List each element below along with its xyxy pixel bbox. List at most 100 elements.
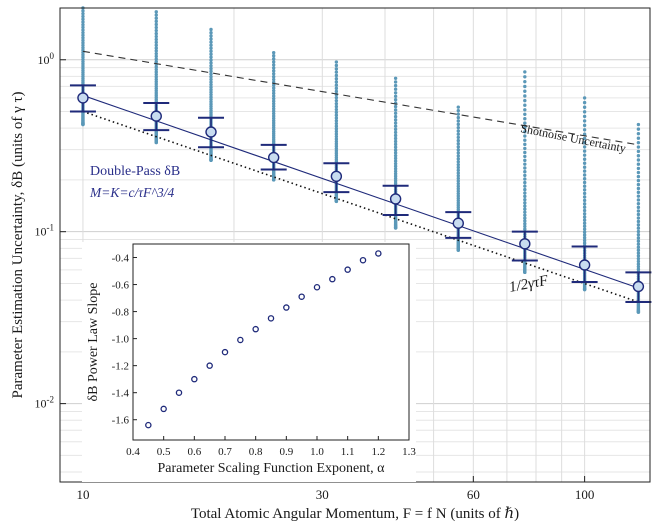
sample-dot [81, 36, 85, 40]
sample-dot [582, 188, 587, 192]
sample-dot [271, 66, 276, 70]
x-tick-label: 30 [316, 487, 329, 502]
sample-dot [523, 134, 527, 138]
sample-dot [523, 191, 527, 195]
inset-point [237, 336, 244, 344]
sample-dot [582, 165, 587, 169]
sample-dot [154, 22, 158, 27]
sample-dot [636, 131, 641, 136]
sample-dot [271, 116, 276, 121]
sample-dot [582, 233, 587, 237]
sample-dot [456, 145, 460, 149]
sample-dot [523, 112, 527, 116]
heisenberg-line [82, 110, 639, 303]
sample-dot [456, 154, 460, 158]
inset-point [191, 375, 198, 383]
sample-dot [271, 96, 276, 101]
sample-dot [334, 132, 339, 136]
sample-dot [582, 218, 587, 222]
inset-x-tick-label: 1.2 [371, 446, 385, 458]
inset-y-axis-label: δB Power Law Slope [86, 283, 101, 402]
sample-dot [523, 184, 527, 188]
sample-dot [523, 89, 527, 93]
sample-dot [154, 49, 158, 53]
sample-dot [334, 70, 339, 74]
inset-point [298, 293, 305, 300]
sample-dot [393, 159, 398, 163]
sample-dot [636, 190, 641, 195]
y-axis-label: Parameter Estimation Uncertainty, δB (un… [10, 91, 26, 398]
sample-dot [154, 60, 158, 64]
mean-point [578, 259, 591, 271]
sample-dot [456, 125, 460, 130]
sample-dot [582, 110, 587, 114]
sample-dot [456, 135, 460, 140]
sample-dot [523, 138, 527, 142]
sample-dot [636, 174, 641, 179]
sample-dot [393, 124, 398, 128]
sample-dot [582, 198, 587, 203]
sample-dot [393, 169, 398, 173]
sample-dot [636, 242, 641, 246]
mean-point [389, 193, 402, 205]
sample-dot [81, 53, 85, 57]
sample-dot [334, 101, 339, 106]
sample-dot [582, 136, 587, 141]
mean-point [632, 280, 645, 293]
sample-dot [271, 99, 276, 103]
sample-dot [523, 213, 527, 217]
sample-dot [523, 216, 527, 220]
sample-dot [636, 149, 641, 154]
sample-dot [154, 16, 158, 20]
mean-point [267, 151, 280, 164]
sample-dot [582, 238, 587, 243]
inset-x-tick-label: 1.1 [341, 446, 355, 458]
sample-dot [393, 142, 398, 147]
x-tick-label: 60 [467, 487, 480, 502]
sample-dot [209, 95, 213, 99]
sample-dot [271, 86, 276, 90]
mean-point [150, 110, 162, 122]
sample-dot [523, 177, 527, 181]
sample-dot [271, 88, 276, 93]
sample-dot [81, 25, 85, 30]
sample-dot [523, 207, 527, 211]
sample-dot [456, 187, 460, 191]
sample-dot [81, 33, 85, 37]
sample-dot [154, 13, 158, 17]
sample-dot [334, 129, 339, 134]
sample-dot [456, 189, 460, 193]
y-axis-ticks: 100 10-1 10-2 [35, 51, 66, 411]
sample-dot [523, 121, 527, 125]
sample-dot [334, 73, 339, 78]
sample-dot [393, 87, 398, 91]
sample-dot [81, 17, 85, 21]
sample-dot [334, 104, 339, 109]
sample-dot [523, 117, 527, 121]
inset-x-tick-label: 1.0 [310, 446, 324, 458]
sample-dot [154, 82, 158, 86]
sample-dot [81, 14, 85, 19]
inset-x-tick-label: 1.3 [402, 446, 416, 458]
sample-dot [209, 61, 213, 65]
inset-point [252, 325, 259, 333]
sample-dot [456, 179, 460, 183]
sample-dot [393, 121, 398, 125]
sample-dot [523, 150, 527, 155]
sample-dot [456, 181, 460, 186]
sample-dot [456, 129, 460, 133]
sample-dot [393, 174, 398, 178]
sample-dot [582, 157, 587, 161]
sample-dot [582, 224, 587, 228]
sample-dot [636, 223, 641, 227]
sample-dot [636, 154, 641, 158]
sample-dot [523, 103, 527, 107]
sample-dot [523, 173, 527, 178]
sample-dot [209, 37, 213, 41]
sample-dot [154, 80, 158, 84]
sample-dot [523, 75, 527, 79]
inset-points [145, 250, 382, 429]
sample-dot [636, 201, 641, 206]
sample-dot [334, 144, 339, 148]
inset-y-tick-label: -0.8 [112, 307, 130, 319]
